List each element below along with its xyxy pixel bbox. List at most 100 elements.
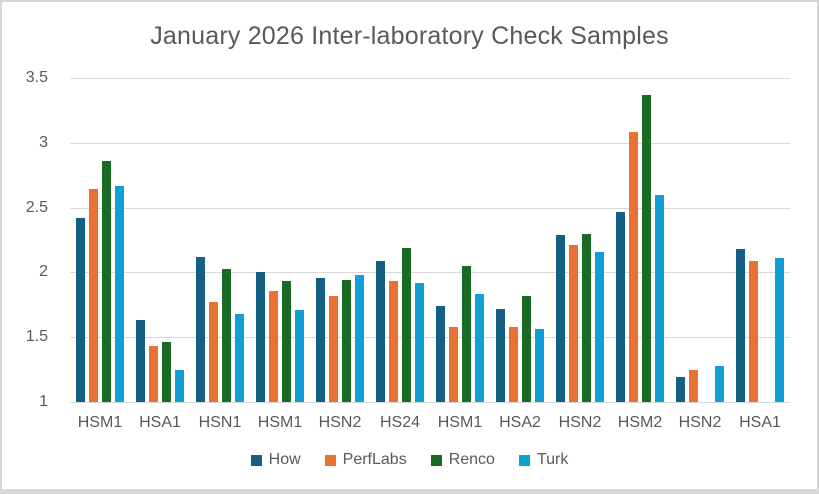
bar-perflabs-hsn2-5 [329,295,338,402]
bar-how-hsm1-7 [436,306,445,402]
gridline [70,402,790,403]
bar-turk-hsn2-11 [715,365,724,402]
legend-swatch-icon [518,454,530,466]
bar-how-hsn2-11 [676,377,685,402]
bar-renco-hsm1-1 [102,160,111,402]
bar-perflabs-hsm1-1 [89,189,98,402]
gridline [70,337,790,339]
bar-turk-hsm2-10 [655,194,664,402]
x-axis-label: HSA1 [139,414,181,431]
legend-label: Turk [536,451,569,468]
bar-perflabs-hsa2-8 [509,326,518,402]
bar-turk-hs24-6 [415,282,424,402]
bar-how-hsm2-10 [616,211,625,402]
bar-renco-hs24-6 [402,247,411,402]
bar-perflabs-hsm2-10 [629,132,638,402]
legend-item-renco: Renco [430,451,495,469]
bar-group-hsm1-1 [70,78,130,402]
bar-turk-hsm1-4 [295,309,304,402]
bar-group-hsa1-12 [730,78,790,402]
bar-renco-hsn1-3 [222,268,231,402]
bar-group-hsa1-2 [130,78,190,402]
bar-perflabs-hsn2-11 [689,369,698,402]
legend: How PerfLabs Renco Turk [2,451,817,469]
bar-renco-hsa2-8 [522,295,531,402]
x-axis-label: HSN2 [678,414,722,431]
legend-item-perflabs: PerfLabs [324,451,407,469]
x-axis-label: HSA2 [499,414,541,431]
legend-swatch-icon [430,454,442,466]
bar-renco-hsm1-7 [462,265,471,402]
bar-turk-hsm1-7 [475,294,484,402]
gridline [70,207,790,209]
gridline [70,78,790,79]
legend-item-how: How [250,451,301,469]
y-axis-tick-label: 2 [39,263,48,281]
y-axis-tick-label: 3.5 [25,69,48,86]
bar-how-hsa2-8 [496,308,505,402]
bar-group-hsn2-9 [550,78,610,402]
bar-how-hsm1-4 [256,272,265,402]
bar-turk-hsn2-5 [355,275,364,402]
x-axis-label: HSN2 [558,414,602,431]
bar-group-hs24-6 [370,78,430,402]
x-axis-label: HSM2 [617,414,663,431]
gridline [70,272,790,274]
chart-title: January 2026 Inter-laboratory Check Samp… [150,22,669,50]
bar-turk-hsn2-9 [595,251,604,402]
bar-perflabs-hsa1-2 [149,346,158,402]
bar-perflabs-hsn1-3 [209,302,218,402]
bar-group-hsn1-3 [190,78,250,402]
legend-label: Renco [448,451,495,468]
plot-area [70,78,790,403]
bar-group-hsn2-11 [670,78,730,402]
x-axis-label: HSN1 [198,414,242,431]
bar-how-hsn2-9 [556,234,565,402]
x-axis-label: HSN2 [318,414,362,431]
bar-renco-hsn2-5 [342,280,351,402]
legend-swatch-icon [324,454,336,466]
x-axis-label: HSA1 [739,414,781,431]
bar-turk-hsn1-3 [235,313,244,402]
bar-renco-hsm1-4 [282,281,291,402]
bar-turk-hsa1-12 [775,258,784,402]
bar-groups [70,78,790,402]
x-axis-label: HSM1 [77,414,123,431]
x-axis-label: HSM1 [257,414,303,431]
bar-perflabs-hsn2-9 [569,245,578,402]
bar-turk-hsm1-1 [115,185,124,402]
bar-how-hsn2-5 [316,277,325,402]
bar-renco-hsa1-2 [162,342,171,402]
bar-group-hsn2-5 [310,78,370,402]
legend-swatch-icon [250,454,262,466]
legend-label: PerfLabs [342,451,407,468]
bar-perflabs-hsa1-12 [749,260,758,402]
bar-how-hsn1-3 [196,256,205,402]
bar-group-hsm1-4 [250,78,310,402]
bar-turk-hsa2-8 [535,329,544,402]
bar-group-hsm1-7 [430,78,490,402]
bar-how-hsa1-2 [136,320,145,402]
gridline [70,142,790,144]
y-axis-tick-label: 1 [39,393,48,410]
bar-turk-hsa1-2 [175,369,184,402]
bar-renco-hsn2-9 [582,233,591,402]
y-axis: 3.5 3 2.5 2 1.5 1 [2,70,50,410]
x-axis-label: HS24 [379,414,421,431]
y-axis-tick-label: 3 [39,133,48,151]
legend-item-turk: Turk [518,451,569,469]
bar-how-hs24-6 [376,260,385,402]
bar-perflabs-hsm1-4 [269,290,278,402]
x-axis-label: HSM1 [437,414,483,431]
bar-group-hsm2-10 [610,78,670,402]
bar-renco-hsm2-10 [642,94,651,402]
y-axis-tick-label: 1.5 [25,328,48,346]
bar-group-hsa2-8 [490,78,550,402]
bar-perflabs-hs24-6 [389,281,398,402]
bar-how-hsa1-12 [736,249,745,402]
x-axis: HSM1 HSA1 HSN1 HSM1 HSN2 HS24 HSM1 HSA2 HSN2 HSM2… [70,414,790,432]
legend-label: How [268,451,301,468]
bar-how-hsm1-1 [76,217,85,402]
bar-perflabs-hsm1-7 [449,326,458,402]
